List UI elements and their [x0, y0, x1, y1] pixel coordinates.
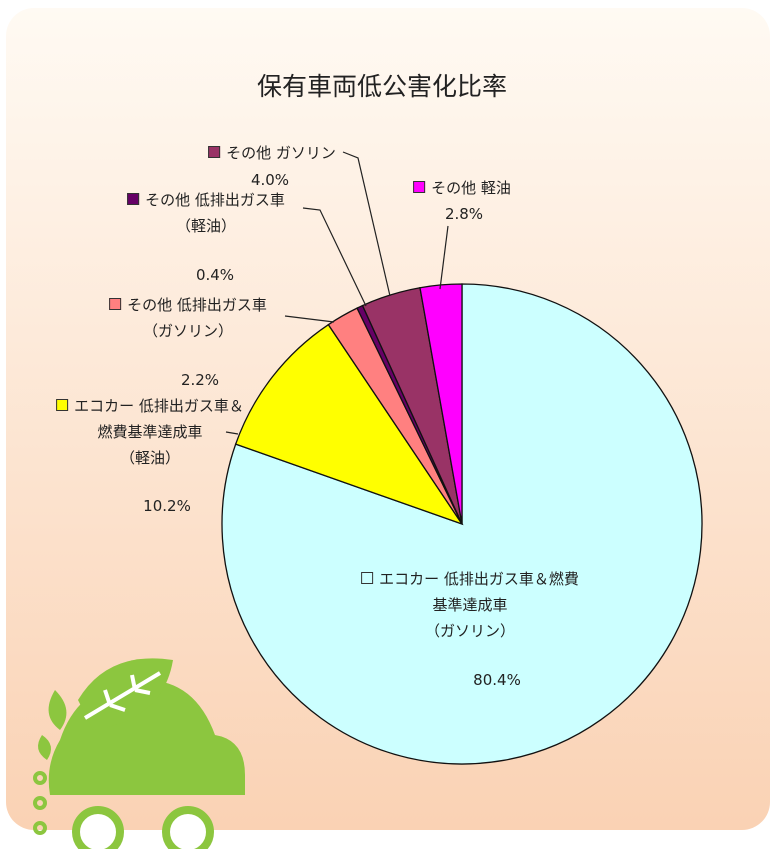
leaf-vein: [83, 671, 162, 720]
leader-line: [225, 431, 239, 435]
wheel: [162, 806, 214, 849]
leaf: [38, 735, 51, 760]
pie: [221, 283, 703, 765]
value-label: 2.2%: [180, 371, 220, 389]
slice-label: その他 軽油: [413, 175, 511, 201]
slice-label: その他 低排出ガス車 （ガソリン）: [109, 292, 267, 344]
chart-title: 保有車両低公害化比率: [256, 72, 508, 101]
leader-line: [342, 151, 391, 297]
slice-label: エコカー 低排出ガス車＆ 燃費基準達成車 （軽油）: [56, 393, 244, 471]
category-name: その他 低排出ガス車 （軽油）: [145, 191, 285, 235]
value-label: 10.2%: [143, 497, 191, 515]
legend-swatch: [56, 399, 69, 411]
category-name: その他 ガソリン: [226, 144, 336, 162]
dot: [33, 771, 47, 785]
leader-line: [439, 225, 449, 290]
car-icon: [33, 658, 245, 849]
value-label: 80.4%: [473, 671, 521, 689]
value-label: 0.4%: [195, 266, 235, 284]
slice-label: エコカー 低排出ガス車＆燃費 基準達成車 （ガソリン）: [361, 566, 579, 644]
slice-label: その他 ガソリン: [208, 140, 336, 166]
leader-line: [284, 315, 335, 323]
category-name: エコカー 低排出ガス車＆ 燃費基準達成車 （軽油）: [74, 397, 244, 467]
category-name: その他 軽油: [431, 179, 511, 197]
legend-swatch: [413, 181, 426, 193]
legend-swatch: [127, 193, 140, 205]
pie-slice: [234, 323, 464, 526]
dot: [33, 821, 47, 835]
leader-line: [302, 207, 367, 307]
slice-label: その他 低排出ガス車 （軽油）: [127, 187, 285, 239]
wheel: [72, 806, 124, 849]
value-label: 2.8%: [444, 205, 484, 223]
legend-swatch: [361, 572, 374, 584]
legend-swatch: [109, 298, 122, 310]
category-name: その他 低排出ガス車 （ガソリン）: [127, 296, 267, 340]
category-name: エコカー 低排出ガス車＆燃費 基準達成車 （ガソリン）: [379, 570, 579, 640]
leaf: [48, 690, 67, 730]
legend-swatch: [208, 146, 221, 158]
value-label: 4.0%: [250, 171, 290, 189]
dot: [33, 796, 47, 810]
leader-lines: [225, 151, 449, 435]
